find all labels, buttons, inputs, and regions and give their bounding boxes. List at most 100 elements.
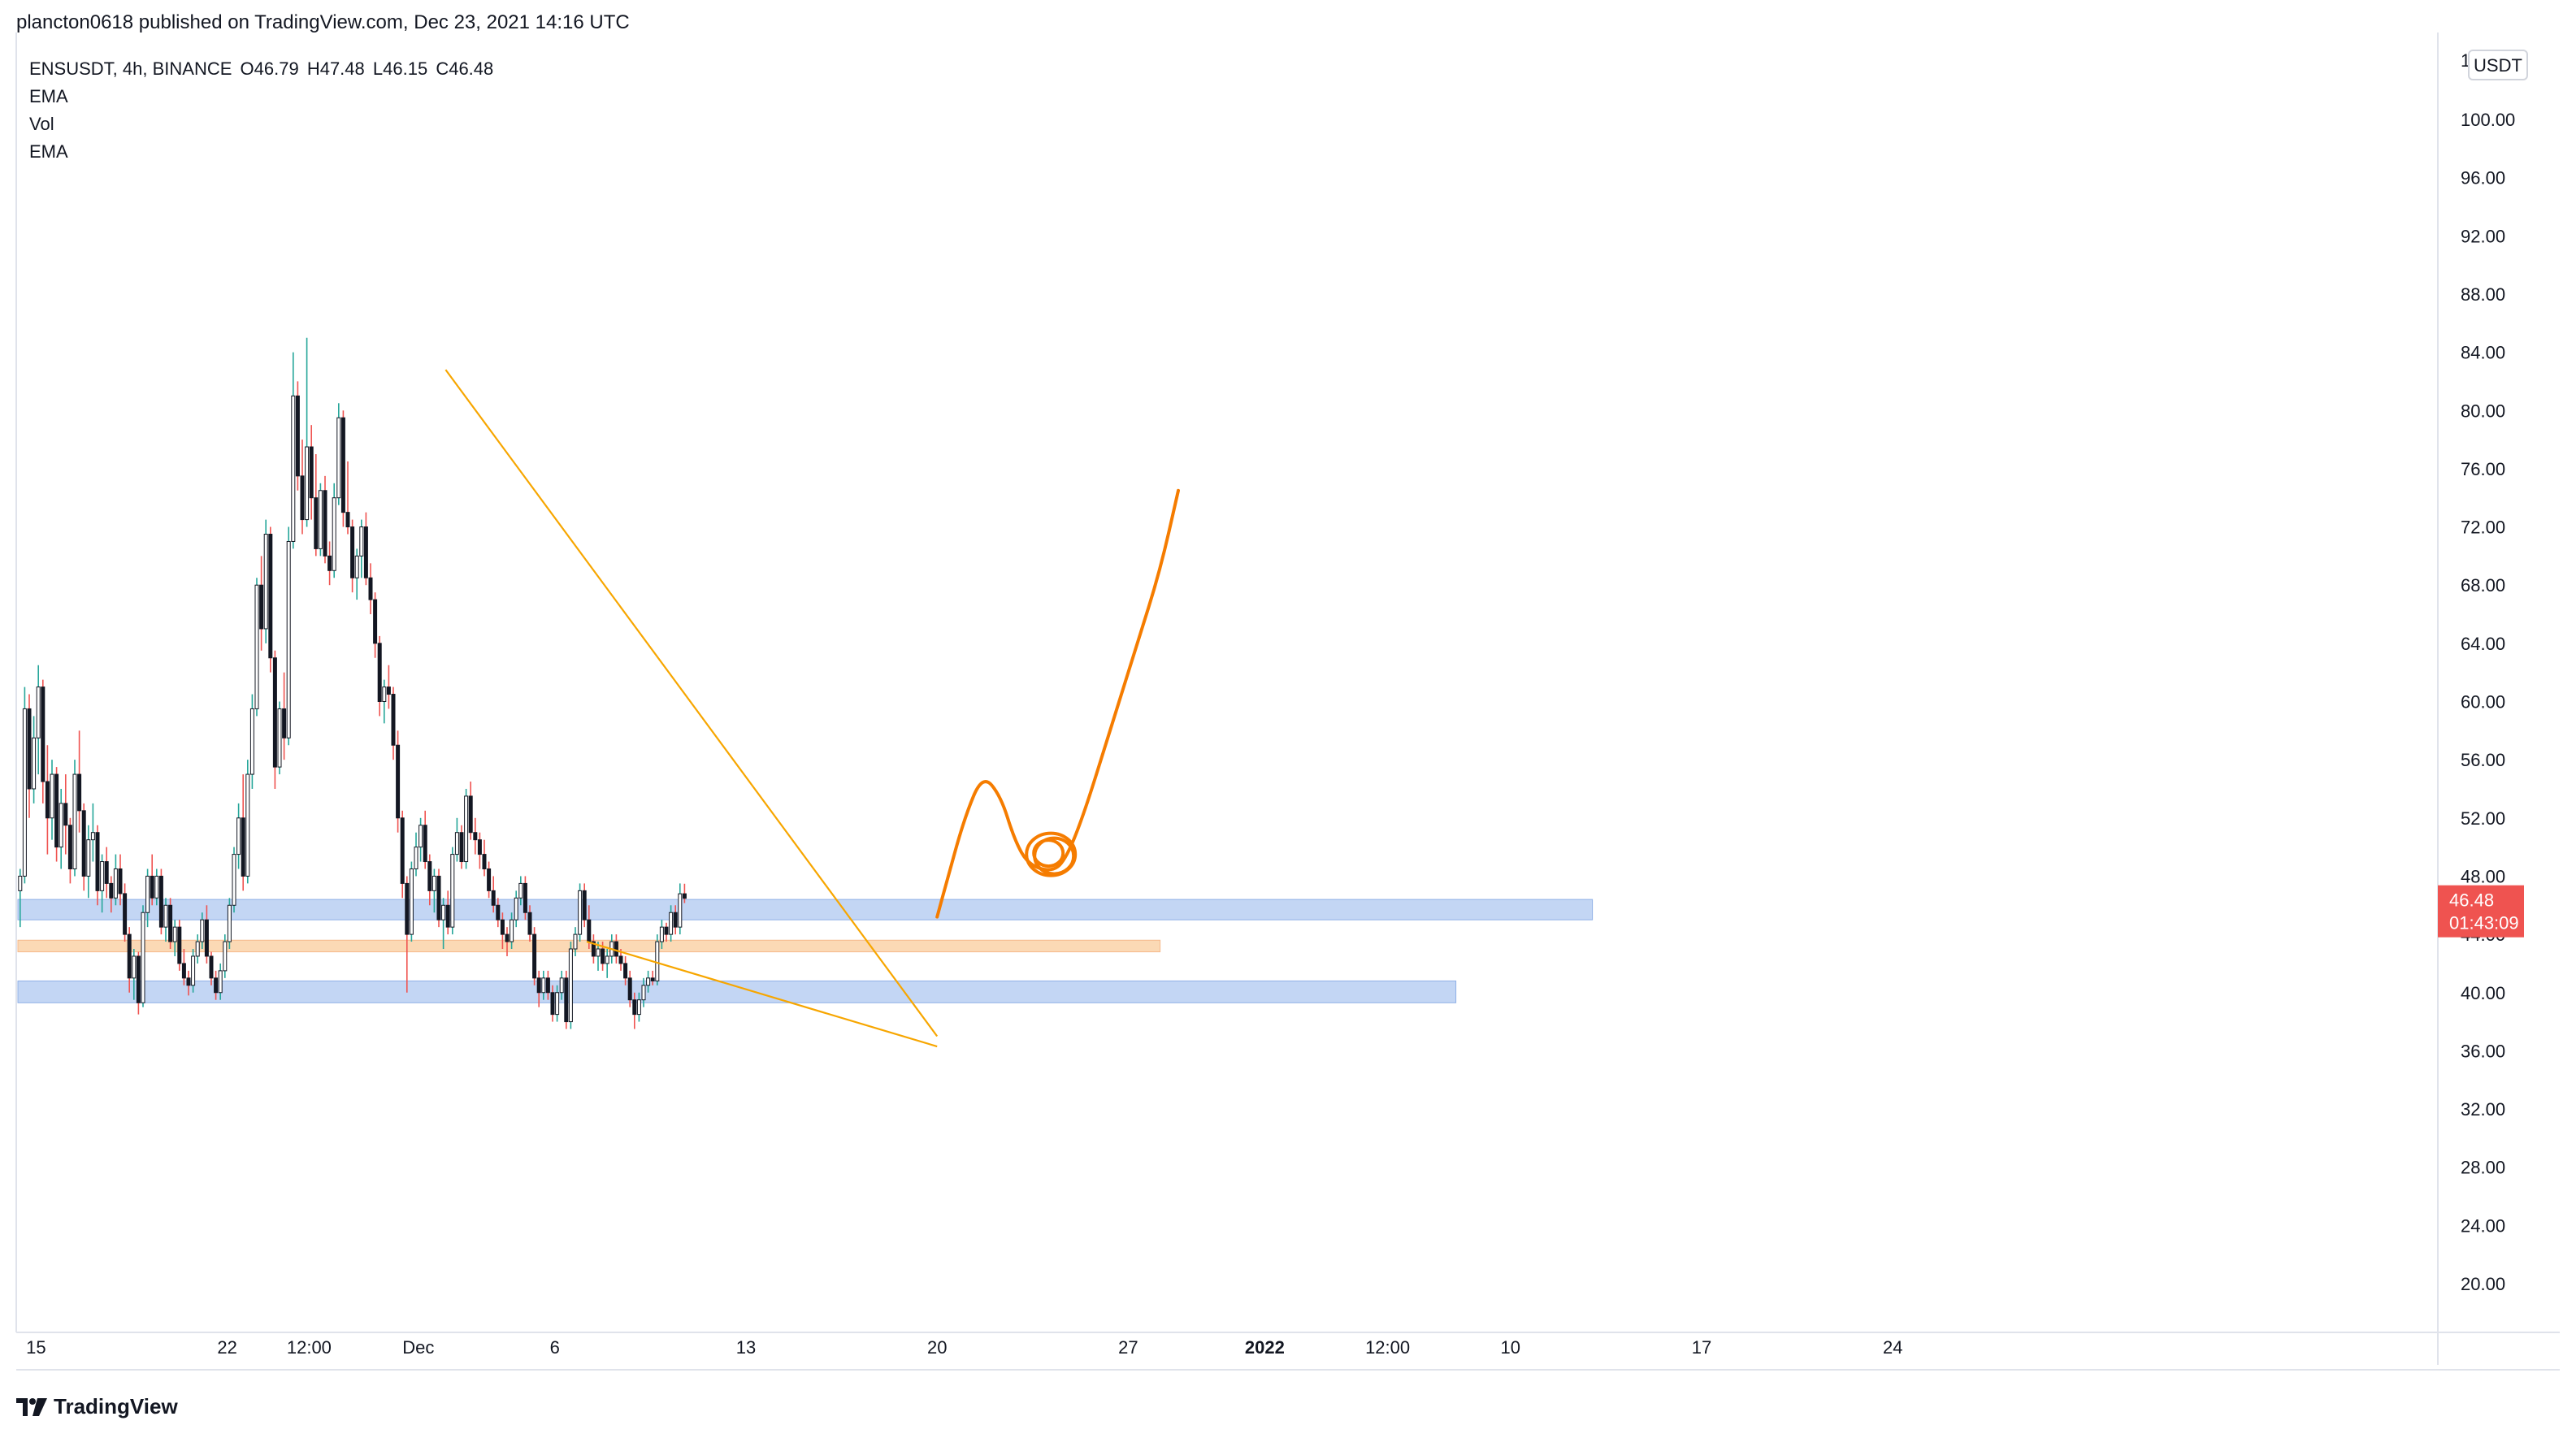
candle[interactable] <box>623 955 628 985</box>
candle[interactable] <box>223 934 228 978</box>
candle[interactable] <box>241 774 245 891</box>
candle[interactable] <box>109 876 114 913</box>
candle[interactable] <box>141 905 145 1007</box>
wedge-line-0[interactable] <box>445 369 939 1037</box>
candle[interactable] <box>445 890 450 935</box>
candle[interactable] <box>272 650 277 789</box>
candle[interactable] <box>158 868 163 935</box>
candle[interactable] <box>545 970 550 1000</box>
candle[interactable] <box>77 730 82 833</box>
candle[interactable] <box>300 440 305 535</box>
candle[interactable] <box>582 883 587 928</box>
candle[interactable] <box>510 912 514 950</box>
candle[interactable] <box>386 665 391 709</box>
candle[interactable] <box>359 519 364 578</box>
candle[interactable] <box>214 970 219 1000</box>
candle[interactable] <box>400 810 405 899</box>
candle[interactable] <box>464 788 469 869</box>
candle[interactable] <box>45 745 50 855</box>
candle[interactable] <box>95 825 100 906</box>
candle[interactable] <box>573 927 578 956</box>
candle[interactable] <box>568 942 573 1029</box>
candle[interactable] <box>177 920 182 971</box>
candle[interactable] <box>641 977 646 1007</box>
candle[interactable] <box>132 949 137 1000</box>
candle[interactable] <box>482 839 487 877</box>
candle[interactable] <box>382 679 387 724</box>
candle[interactable] <box>332 483 336 578</box>
candle[interactable] <box>81 803 86 891</box>
candle[interactable] <box>682 883 687 903</box>
candle[interactable] <box>368 563 373 615</box>
time-axis[interactable]: 15 22 12:00 Dec 6 13 20 27 2022 12:00 10 17 24 <box>26 1337 1902 1358</box>
candle[interactable] <box>350 519 355 593</box>
candle[interactable] <box>41 679 46 803</box>
candle[interactable] <box>527 905 532 942</box>
candle[interactable] <box>659 920 664 950</box>
candle[interactable] <box>669 905 674 942</box>
candle[interactable] <box>500 912 505 950</box>
candle[interactable] <box>118 854 123 906</box>
candle[interactable] <box>232 847 236 913</box>
candle[interactable] <box>650 970 655 985</box>
candle[interactable] <box>655 934 660 985</box>
candle[interactable] <box>391 687 396 760</box>
candle[interactable] <box>396 730 401 833</box>
candle[interactable] <box>286 526 291 746</box>
candle[interactable] <box>259 556 264 651</box>
currency-badge[interactable]: 1 USDT <box>2461 50 2528 80</box>
candle[interactable] <box>227 898 232 950</box>
candle[interactable] <box>664 922 669 942</box>
candle[interactable] <box>295 381 300 491</box>
candle[interactable] <box>473 817 478 855</box>
candle[interactable] <box>414 832 418 877</box>
candle[interactable] <box>22 687 27 884</box>
candle[interactable] <box>614 934 618 964</box>
circle-marker[interactable] <box>1025 831 1078 877</box>
zone-0[interactable] <box>17 899 1594 920</box>
candle[interactable] <box>314 453 319 557</box>
candle[interactable] <box>436 868 441 928</box>
candle[interactable] <box>596 942 601 971</box>
candle[interactable] <box>181 949 186 985</box>
drawings-layer[interactable] <box>445 369 1180 1048</box>
candle[interactable] <box>423 810 427 869</box>
candle[interactable] <box>450 847 455 935</box>
candle[interactable] <box>477 832 482 869</box>
candle[interactable] <box>172 920 177 956</box>
candle[interactable] <box>345 461 350 535</box>
candle[interactable] <box>605 949 609 978</box>
candle[interactable] <box>646 970 651 993</box>
candle[interactable] <box>427 854 432 906</box>
candle[interactable] <box>191 949 196 993</box>
tradingview-logo[interactable]: TradingView <box>16 1394 178 1419</box>
candle[interactable] <box>518 876 523 906</box>
candle[interactable] <box>204 905 209 964</box>
candle[interactable] <box>218 963 223 1000</box>
candle[interactable] <box>523 876 527 920</box>
candle[interactable] <box>63 774 68 855</box>
candle[interactable] <box>236 803 241 869</box>
candle[interactable] <box>163 898 168 942</box>
candle[interactable] <box>541 970 546 1000</box>
candle[interactable] <box>323 475 327 564</box>
candle[interactable] <box>123 883 128 942</box>
candle[interactable] <box>678 883 683 935</box>
candle[interactable] <box>50 760 54 840</box>
candle[interactable] <box>18 868 23 928</box>
candle[interactable] <box>459 825 464 869</box>
candle[interactable] <box>67 817 72 884</box>
candle[interactable] <box>491 876 496 913</box>
indicator-ema-2[interactable]: EMA <box>29 141 68 162</box>
candle[interactable] <box>254 578 259 717</box>
candle[interactable] <box>309 425 314 520</box>
candle[interactable] <box>555 985 560 1022</box>
candle[interactable] <box>340 410 345 527</box>
candle[interactable] <box>145 868 150 928</box>
candle[interactable] <box>441 898 446 950</box>
candle[interactable] <box>514 890 518 928</box>
candle[interactable] <box>249 694 254 789</box>
indicator-volume[interactable]: Vol <box>29 114 54 134</box>
candle[interactable] <box>487 861 492 899</box>
